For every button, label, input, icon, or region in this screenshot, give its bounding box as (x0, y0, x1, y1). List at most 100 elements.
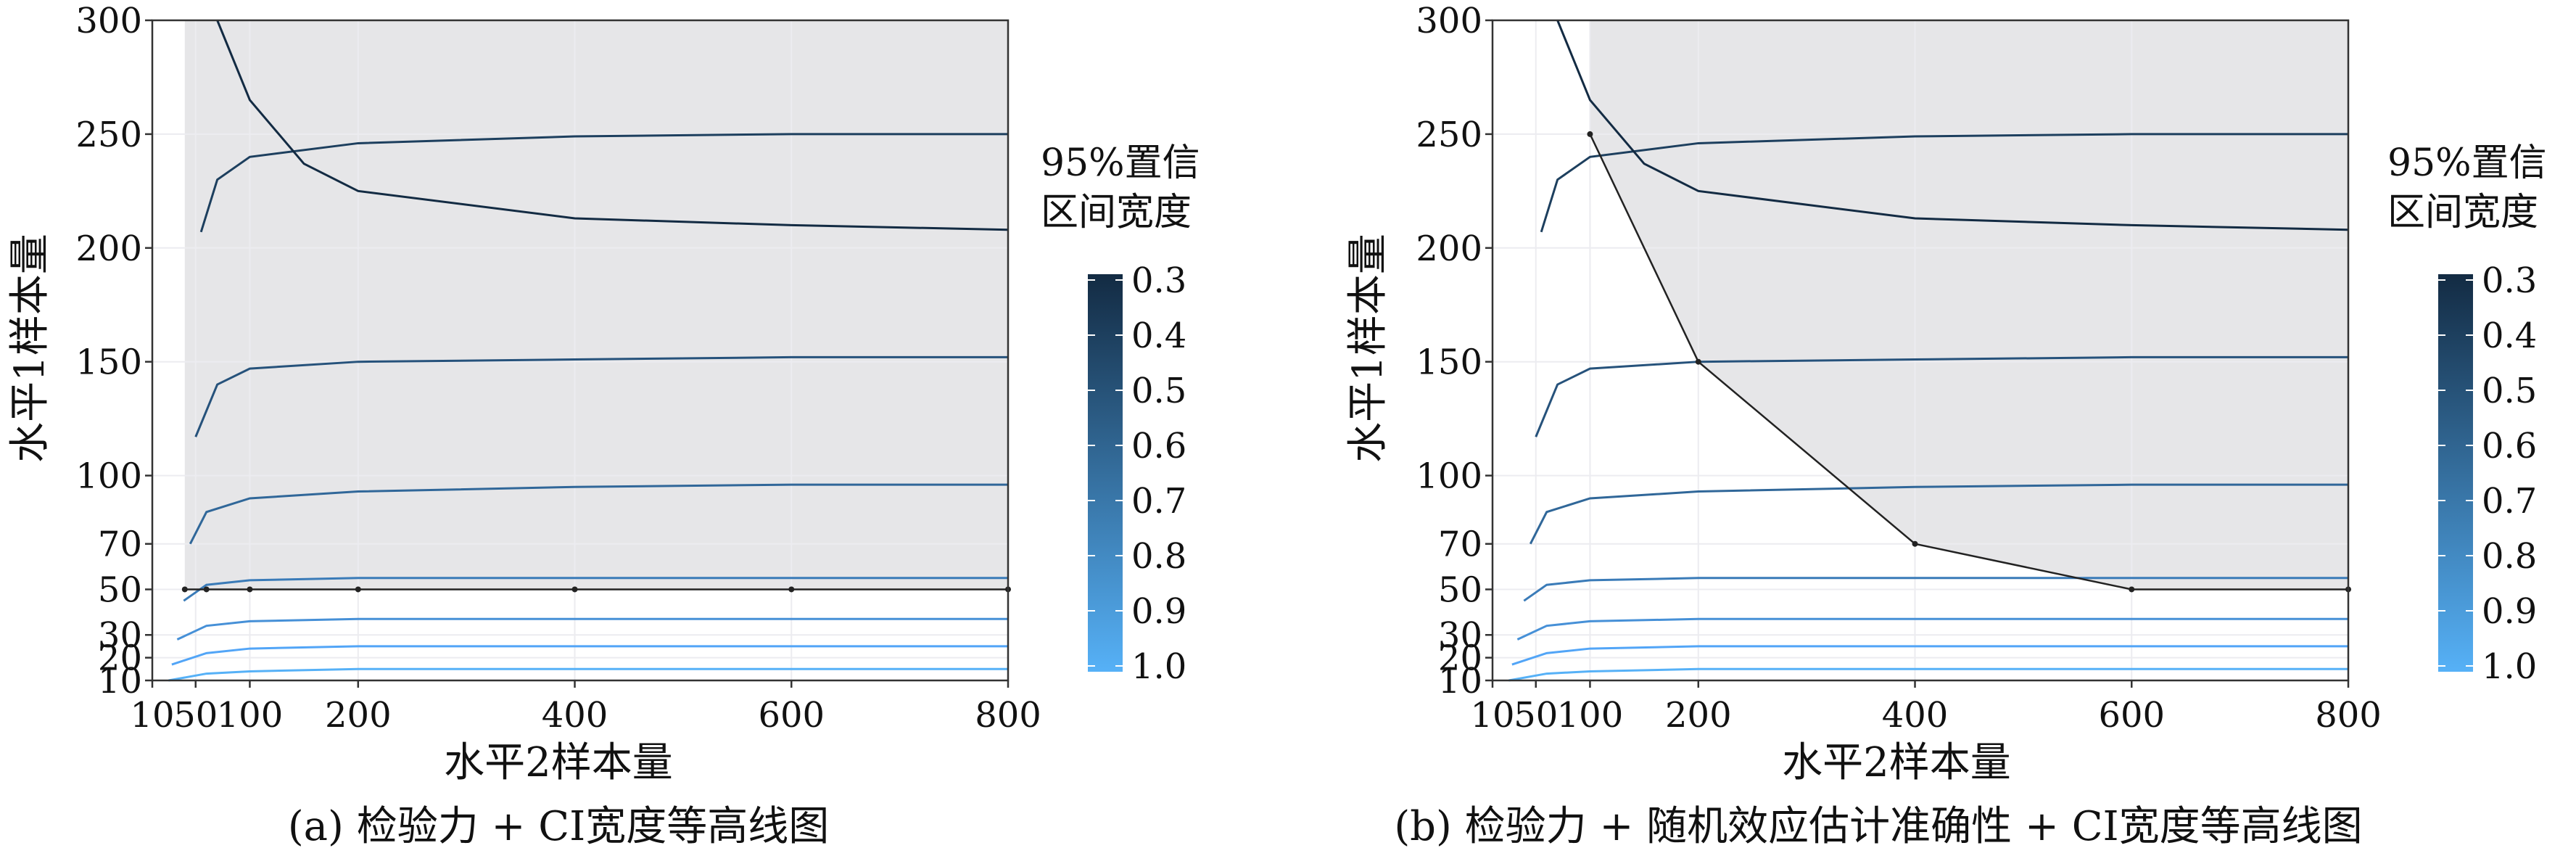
y-tick-label: 250 (1416, 115, 1482, 155)
legend-tick-label: 0.8 (2482, 536, 2537, 577)
legend-tick-label: 0.8 (1131, 536, 1186, 577)
panel-a-caption: (a) 检验力 + CI宽度等高线图 (288, 803, 829, 850)
legend-tick-label: 0.7 (1131, 481, 1186, 522)
contour-line-0.8 (176, 617, 1008, 641)
contour-line-0.3 (1556, 20, 2349, 231)
panel-a-shade (184, 20, 1009, 590)
legend-a-colorbar (1088, 274, 1123, 672)
x-tick-label: 50 (173, 695, 218, 736)
panel-a-contours (168, 20, 1009, 682)
y-tick-label: 200 (1416, 229, 1482, 269)
power-boundary-point (788, 586, 795, 593)
contour-line-0.9 (1511, 645, 2348, 666)
y-tick-label: 10 (1438, 661, 1482, 701)
x-tick-label: 800 (975, 695, 1041, 736)
power-boundary-point (203, 586, 210, 593)
contour-line-0.8 (1516, 617, 2348, 641)
x-tick-label: 600 (758, 695, 825, 736)
power-boundary-point (181, 586, 188, 593)
legend-tick-label: 0.6 (2482, 426, 2537, 466)
panel-a-x-axis-title: 水平2样本量 (444, 739, 673, 786)
panel-a-y-axis-title: 水平1样本量 (7, 234, 54, 463)
y-tick-label: 150 (75, 342, 142, 383)
legend-tick-label: 0.6 (1131, 426, 1186, 466)
x-tick-label: 800 (2315, 695, 2382, 736)
power-boundary-point (355, 586, 361, 593)
contour-line-0.5 (194, 355, 1008, 437)
x-tick-label: 50 (1514, 695, 1558, 736)
power-boundary-point (1695, 358, 1701, 365)
legend-b-title-line1: 95%置信 (2387, 141, 2547, 185)
y-tick-label: 70 (98, 524, 142, 565)
contour-line-0.7 (183, 577, 1008, 602)
x-tick-label: 10 (1470, 695, 1514, 736)
legend-tick-label: 0.5 (2482, 371, 2537, 411)
legend-tick-label: 0.4 (1131, 316, 1186, 356)
y-tick-label: 30 (1438, 615, 1482, 656)
x-tick-label: 200 (325, 695, 392, 736)
legend-tick-label: 0.9 (1131, 591, 1186, 632)
panel-b-frame (1491, 19, 2350, 682)
contour-line-0.4 (1540, 133, 2348, 233)
legend-tick-label: 0.9 (2482, 591, 2537, 632)
legend-a: 95%置信 区间宽度 0.3 0.4 0.5 0.6 0.7 0.8 0.9 1.0 (1041, 141, 1200, 687)
contour-line-0.3 (216, 20, 1009, 231)
x-tick-label: 10 (130, 695, 174, 736)
y-tick-label: 100 (75, 456, 142, 497)
x-tick-label: 400 (542, 695, 608, 736)
contour-line-0.6 (1529, 483, 2348, 545)
y-tick-label: 20 (98, 638, 142, 679)
legend-a-title-line1: 95%置信 (1041, 141, 1200, 185)
x-tick-label: 200 (1665, 695, 1732, 736)
legend-b: 95%置信 区间宽度 0.3 0.4 0.5 0.6 0.7 0.8 0.9 1.0 (2387, 141, 2547, 687)
legend-tick-label: 1.0 (1131, 646, 1186, 687)
legend-a-ticks: 0.3 0.4 0.5 0.6 0.7 0.8 0.9 1.0 (1088, 260, 1186, 687)
contour-line-0.4 (199, 133, 1008, 233)
contour-line-1 (168, 667, 1008, 682)
legend-b-ticks: 0.3 0.4 0.5 0.6 0.7 0.8 0.9 1.0 (2438, 260, 2537, 687)
contour-line-0.7 (1523, 577, 2348, 602)
y-tick-label: 250 (75, 115, 142, 155)
y-tick-label: 50 (1438, 569, 1482, 610)
contour-line-0.6 (189, 483, 1008, 545)
panel-b-caption: (b) 检验力 + 随机效应估计准确性 + CI宽度等高线图 (1394, 803, 2362, 850)
panel-a-power-boundary (181, 586, 1011, 593)
y-tick-label: 150 (1416, 342, 1482, 383)
power-boundary-point (2129, 586, 2135, 593)
panel-b-shade (1590, 20, 2348, 590)
y-tick-label: 200 (75, 229, 142, 269)
legend-tick-label: 0.7 (2482, 481, 2537, 522)
y-tick-label: 100 (1416, 456, 1482, 497)
y-tick-label: 10 (98, 661, 142, 701)
y-tick-label: 30 (98, 615, 142, 656)
legend-b-colorbar (2438, 274, 2473, 672)
legend-tick-label: 0.4 (2482, 316, 2537, 356)
y-tick-label: 20 (1438, 638, 1482, 679)
y-tick-label: 50 (98, 569, 142, 610)
x-tick-label: 100 (1557, 695, 1624, 736)
legend-a-title-line2: 区间宽度 (1041, 191, 1192, 234)
power-boundary-point (247, 586, 253, 593)
legend-tick-label: 0.5 (1131, 371, 1186, 411)
power-boundary-point (571, 586, 578, 593)
y-tick-label: 300 (1416, 1, 1482, 41)
x-tick-label: 400 (1882, 695, 1949, 736)
y-tick-label: 300 (75, 1, 142, 41)
contour-line-0.9 (171, 645, 1008, 666)
panel-b-x-axis-title: 水平2样本量 (1782, 739, 2011, 786)
panel-b-power-boundary (1587, 131, 2351, 593)
legend-b-title-line2: 区间宽度 (2387, 191, 2538, 234)
panel-a-frame (151, 19, 1010, 682)
x-tick-label: 100 (217, 695, 284, 736)
x-tick-label: 600 (2098, 695, 2165, 736)
contour-line-1 (1508, 667, 2348, 682)
legend-tick-label: 0.3 (2482, 260, 2537, 301)
legend-tick-label: 1.0 (2482, 646, 2537, 687)
power-boundary-point (1912, 540, 1918, 547)
